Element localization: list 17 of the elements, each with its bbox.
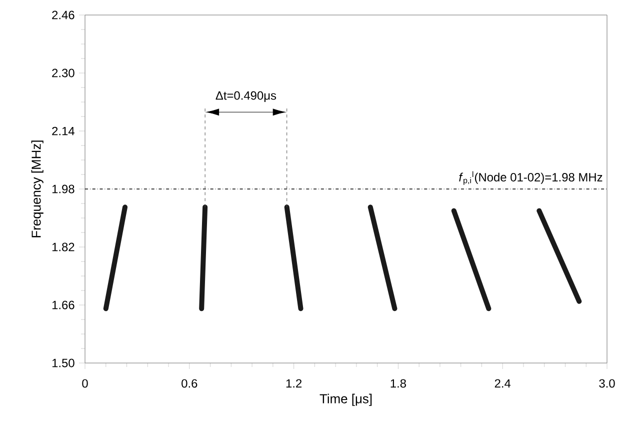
x-tick-label: 0 bbox=[82, 379, 88, 388]
x-tick-label: 0.6 bbox=[182, 379, 198, 388]
x-axis-title: Time [μs] bbox=[320, 394, 372, 406]
y-tick-label: 1.82 bbox=[52, 242, 74, 252]
y-tick-label: 1.50 bbox=[52, 358, 74, 368]
y-axis-title: Frequency [MHz] bbox=[31, 140, 44, 238]
x-tick-label: 3.0 bbox=[599, 379, 615, 388]
y-tick-label: 2.30 bbox=[52, 68, 74, 78]
ref-line-label: f$_{p,i}$$^{l}$(Node 01-02)=1.98 MHz bbox=[459, 171, 602, 185]
x-tick-label: 2.4 bbox=[494, 379, 511, 388]
y-tick-label: 2.46 bbox=[52, 10, 74, 20]
y-tick-label: 1.98 bbox=[52, 184, 74, 194]
annotation: Δt=0.490μs bbox=[216, 91, 276, 102]
y-tick-label: 2.14 bbox=[52, 126, 74, 136]
x-tick-label: 1.8 bbox=[390, 379, 406, 388]
y-tick-label: 1.66 bbox=[52, 300, 74, 310]
x-tick-label: 1.2 bbox=[286, 379, 302, 388]
